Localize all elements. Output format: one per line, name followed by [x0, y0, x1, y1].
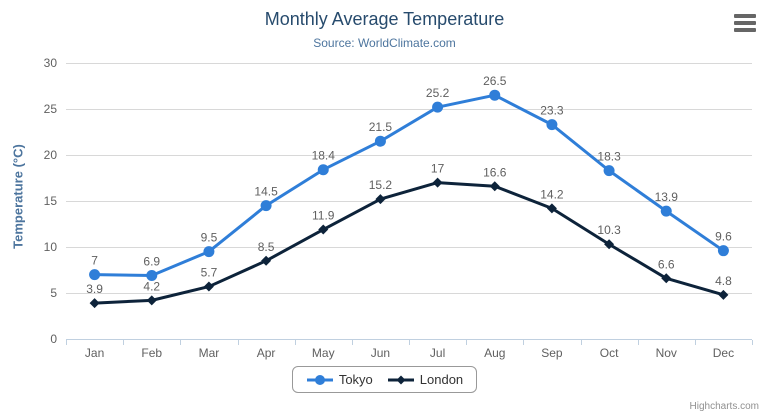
data-label: 16.6	[483, 165, 507, 179]
tokyo-data-point[interactable]	[717, 245, 729, 257]
hamburger-menu-icon[interactable]	[734, 14, 756, 32]
london-data-point[interactable]	[89, 298, 100, 309]
y-tick-label: 25	[44, 102, 58, 116]
x-tick-label: Nov	[656, 346, 677, 360]
tokyo-data-point[interactable]	[603, 165, 615, 177]
tokyo-data-point[interactable]	[89, 269, 101, 281]
data-label: 26.5	[483, 74, 507, 88]
tokyo-data-point[interactable]	[660, 205, 672, 217]
y-tick-label: 20	[44, 148, 58, 162]
data-label: 8.5	[258, 240, 275, 254]
y-tick-label: 15	[44, 194, 58, 208]
london-data-point[interactable]	[203, 281, 214, 292]
data-label: 10.3	[597, 223, 621, 237]
data-label: 17	[431, 162, 445, 176]
london-data-point[interactable]	[318, 224, 329, 235]
x-tick-label: Sep	[541, 346, 563, 360]
x-tick-label: May	[312, 346, 335, 360]
london-data-point[interactable]	[661, 273, 672, 284]
x-tick-label: Dec	[713, 346, 734, 360]
london-data-point[interactable]	[546, 203, 557, 214]
london-data-point[interactable]	[261, 255, 272, 266]
data-label: 9.6	[715, 230, 732, 244]
london-data-point[interactable]	[489, 181, 500, 192]
data-label: 14.5	[254, 185, 278, 199]
london-data-point[interactable]	[432, 177, 443, 188]
hamburger-bar	[734, 14, 756, 18]
tokyo-data-point[interactable]	[203, 246, 215, 258]
chart-subtitle: Source: WorldClimate.com	[313, 36, 456, 50]
x-tick-label: Aug	[484, 346, 505, 360]
legend-label: London	[419, 372, 464, 387]
legend: Tokyo London	[0, 366, 769, 393]
data-label: 23.3	[540, 104, 564, 118]
chart-title: Monthly Average Temperature	[264, 9, 505, 29]
legend-item-tokyo[interactable]: Tokyo	[306, 372, 373, 387]
tokyo-data-point[interactable]	[432, 101, 444, 113]
tokyo-series-line[interactable]	[93, 93, 725, 278]
tokyo-series-marker-icon	[306, 374, 333, 385]
x-tick-label: Mar	[199, 346, 220, 360]
london-data-point[interactable]	[146, 295, 157, 306]
data-label: 6.9	[143, 255, 160, 269]
y-tick-label: 10	[44, 240, 58, 254]
hamburger-bar	[734, 28, 756, 32]
x-tick-label: Jun	[371, 346, 390, 360]
london-series-marker-icon	[387, 375, 414, 384]
y-tick-label: 30	[44, 56, 58, 70]
legend-inner: Tokyo London	[291, 366, 478, 393]
data-label: 6.6	[658, 257, 675, 271]
legend-item-london[interactable]: London	[387, 372, 463, 387]
credits-link[interactable]: Highcharts.com	[689, 401, 759, 412]
x-tick-label: Oct	[600, 346, 619, 360]
tokyo-data-point[interactable]	[260, 200, 272, 212]
tokyo-data-point[interactable]	[317, 164, 329, 176]
data-label: 3.9	[86, 282, 103, 296]
data-label: 4.2	[143, 279, 160, 293]
x-tick-label: Jul	[430, 346, 445, 360]
x-tick-label: Jan	[85, 346, 104, 360]
data-label: 14.2	[540, 187, 564, 201]
tokyo-data-point[interactable]	[489, 89, 501, 101]
london-series-line[interactable]	[93, 181, 725, 305]
hamburger-bar	[734, 21, 756, 25]
data-label: 5.7	[201, 266, 218, 280]
london-data-point[interactable]	[375, 194, 386, 205]
y-tick-label: 5	[50, 286, 57, 300]
data-label: 4.8	[715, 274, 732, 288]
x-tick-label: Feb	[141, 346, 162, 360]
data-label: 18.3	[597, 150, 621, 164]
data-label: 15.2	[369, 178, 393, 192]
data-label: 25.2	[426, 86, 450, 100]
legend-label: Tokyo	[338, 372, 373, 387]
data-label: 21.5	[369, 120, 393, 134]
data-label: 9.5	[201, 231, 218, 245]
data-label: 13.9	[655, 190, 679, 204]
london-data-point[interactable]	[718, 289, 729, 300]
london-data-point[interactable]	[604, 239, 615, 250]
data-label: 11.9	[312, 209, 335, 223]
y-tick-label: 0	[50, 332, 57, 346]
tokyo-data-point[interactable]	[146, 270, 158, 282]
data-label: 18.4	[312, 149, 336, 163]
tokyo-data-point[interactable]	[546, 119, 558, 131]
data-label: 7	[91, 254, 98, 268]
tokyo-data-point[interactable]	[374, 135, 386, 147]
x-tick-label: Apr	[257, 346, 276, 360]
